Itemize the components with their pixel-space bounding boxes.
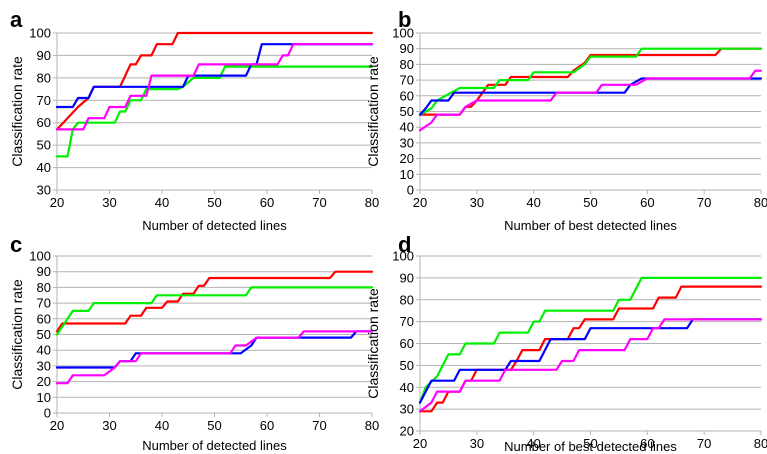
panel-d-x-tick-label: 70 xyxy=(697,436,711,451)
panel-c-x-tick-label: 50 xyxy=(207,418,221,433)
panel-d-x-tick-label: 50 xyxy=(583,436,597,451)
panel-b-series-4-line xyxy=(418,69,763,132)
panel-a-x-tick-label: 50 xyxy=(207,195,221,210)
panel-b-y-tick-label: 30 xyxy=(400,135,414,150)
panel-c-letter: c xyxy=(10,232,22,257)
panel-a-x-tick-label: 60 xyxy=(260,195,274,210)
panel-b-x-axis-label: Number of best detected lines xyxy=(504,218,677,233)
panel-d-y-tick-label: 90 xyxy=(400,270,414,285)
panel-d: d 20 30 40 50 60 70 80 90 100 20 30 40 50 60 70 80 Number… xyxy=(365,232,767,454)
panel-d-x-tick-label: 20 xyxy=(413,436,427,451)
panel-d-y-tick-label: 50 xyxy=(400,358,414,373)
panel-c-x-tick-label: 40 xyxy=(155,418,169,433)
panel-c-series-2-line xyxy=(55,286,374,336)
panel-a-y-tick-label: 40 xyxy=(37,160,51,175)
panel-b-y-tick-label: 60 xyxy=(400,88,414,103)
panel-b-x-tick-label: 80 xyxy=(754,195,767,210)
panel-a-x-axis-label: Number of detected lines xyxy=(142,218,287,233)
panel-c-series-1-line xyxy=(55,270,374,333)
panel-c-x-tick-label: 30 xyxy=(102,418,116,433)
panel-b-y-tick-label: 50 xyxy=(400,104,414,119)
panel-c-x-tick-label: 60 xyxy=(260,418,274,433)
panel-a-y-tick-label: 60 xyxy=(37,115,51,130)
panel-b-x-tick-label: 60 xyxy=(640,195,654,210)
panel-a-y-tick-label: 70 xyxy=(37,93,51,108)
panel-d-series-2-line xyxy=(418,276,763,404)
panel-d-y-tick-label: 30 xyxy=(400,402,414,417)
panel-d-x-tick-label: 80 xyxy=(754,436,767,451)
panel-c-y-tick-label: 50 xyxy=(37,327,51,342)
panel-d-series-4-line xyxy=(418,318,763,413)
panel-a-x-tick-label: 40 xyxy=(155,195,169,210)
panel-b-y-tick-label: 80 xyxy=(400,57,414,72)
panel-a-series-2-line xyxy=(55,65,374,158)
panel-c-x-axis-label: Number of detected lines xyxy=(142,438,287,453)
panel-c-y-tick-label: 10 xyxy=(37,390,51,405)
panel-d-y-tick-label: 100 xyxy=(392,249,414,264)
panel-c-series-3-line xyxy=(55,330,374,369)
panel-b-y-tick-label: 10 xyxy=(400,167,414,182)
panel-b-x-tick-label: 30 xyxy=(470,195,484,210)
panel-c-x-tick-label: 80 xyxy=(365,418,379,433)
panel-b-y-tick-label: 100 xyxy=(392,26,414,41)
panel-a-y-axis-label: Classification rate xyxy=(9,56,25,167)
panel-b-y-tick-label: 20 xyxy=(400,151,414,166)
panel-b-y-tick-label: 40 xyxy=(400,120,414,135)
panel-c-y-tick-label: 20 xyxy=(37,374,51,389)
panel-c-y-tick-label: 30 xyxy=(37,358,51,373)
panel-b-x-tick-label: 50 xyxy=(583,195,597,210)
panel-b-series-2-line xyxy=(418,47,763,116)
panel-d-y-tick-label: 80 xyxy=(400,292,414,307)
panel-c-x-tick-label: 20 xyxy=(50,418,64,433)
panel-d-x-tick-label: 60 xyxy=(640,436,654,451)
panel-a-letter: a xyxy=(10,7,23,32)
panel-d-y-tick-label: 40 xyxy=(400,380,414,395)
panel-a-y-tick-label: 80 xyxy=(37,70,51,85)
panel-b-x-tick-label: 70 xyxy=(697,195,711,210)
panel-b-x-tick-label: 40 xyxy=(526,195,540,210)
panel-a-y-tick-label: 100 xyxy=(29,26,51,41)
panel-d-series-1-line xyxy=(418,285,763,413)
panel-a-x-tick-label: 80 xyxy=(365,195,379,210)
panel-b-letter: b xyxy=(398,7,411,32)
panel-c-y-tick-label: 60 xyxy=(37,311,51,326)
panel-c-y-tick-label: 100 xyxy=(29,249,51,264)
panel-a-y-tick-label: 90 xyxy=(37,48,51,63)
panel-c-y-tick-label: 40 xyxy=(37,343,51,358)
panel-a-series-4-line xyxy=(55,43,374,131)
panel-c-y-tick-label: 0 xyxy=(44,406,51,421)
panel-d-y-tick-label: 20 xyxy=(400,424,414,439)
panel-c-y-axis-label: Classification rate xyxy=(9,279,25,390)
panel-c-x-tick-label: 70 xyxy=(312,418,326,433)
panel-b-y-tick-label: 0 xyxy=(407,183,414,198)
panel-a-x-tick-label: 20 xyxy=(50,195,64,210)
panel-d-series-3-line xyxy=(418,318,763,404)
panel-d-y-tick-label: 60 xyxy=(400,336,414,351)
panel-b-y-tick-label: 70 xyxy=(400,73,414,88)
panel-a-series-3-line xyxy=(55,43,374,109)
panel-b-series-3-line xyxy=(418,77,763,116)
panel-b-y-tick-label: 90 xyxy=(400,41,414,56)
panel-b-x-tick-label: 20 xyxy=(413,195,427,210)
panel-a-y-tick-label: 50 xyxy=(37,138,51,153)
panel-a-series-1-line xyxy=(55,31,374,131)
panel-a-x-tick-label: 70 xyxy=(312,195,326,210)
panel-d-y-tick-label: 70 xyxy=(400,314,414,329)
panel-d-letter: d xyxy=(398,232,411,257)
panel-c-y-tick-label: 70 xyxy=(37,296,51,311)
panel-a-x-tick-label: 30 xyxy=(102,195,116,210)
panel-c-y-tick-label: 90 xyxy=(37,264,51,279)
panel-d-y-axis-label: Classification rate xyxy=(365,288,381,399)
panel-a-y-tick-label: 30 xyxy=(37,183,51,198)
panel-b-y-axis-label: Classification rate xyxy=(365,56,381,167)
panel-d-x-axis-label: Number of best detected lines xyxy=(504,439,677,454)
panel-d-x-tick-label: 40 xyxy=(526,436,540,451)
panel-c-series-4-line xyxy=(55,330,374,385)
panel-d-x-tick-label: 30 xyxy=(470,436,484,451)
panel-c-y-tick-label: 80 xyxy=(37,280,51,295)
